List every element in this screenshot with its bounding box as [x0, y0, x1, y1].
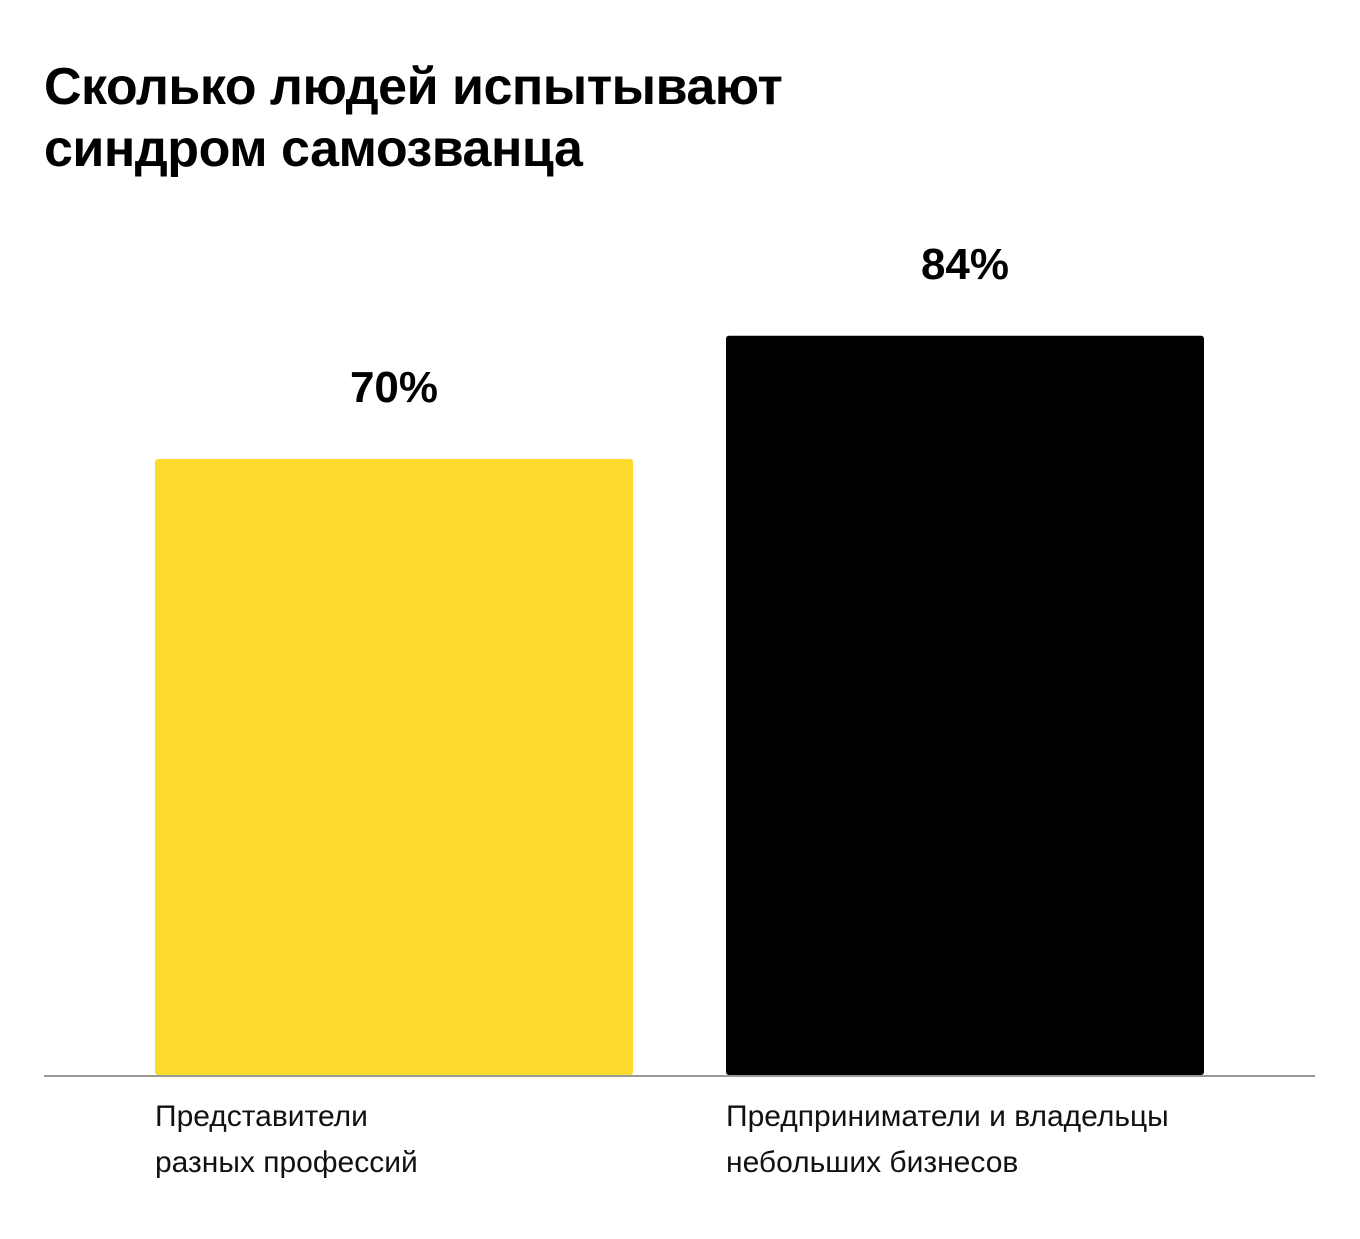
category-label: Представители разных профессий: [155, 1100, 418, 1179]
chart-title: Сколько людей испытывают синдром самозва…: [44, 58, 783, 178]
value-label: 84%: [920, 239, 1010, 289]
bar: [726, 335, 1204, 1075]
category-label: Предприниматели и владельцы небольших би…: [726, 1100, 1169, 1179]
bar: [155, 459, 633, 1075]
value-label: 70%: [349, 363, 439, 412]
